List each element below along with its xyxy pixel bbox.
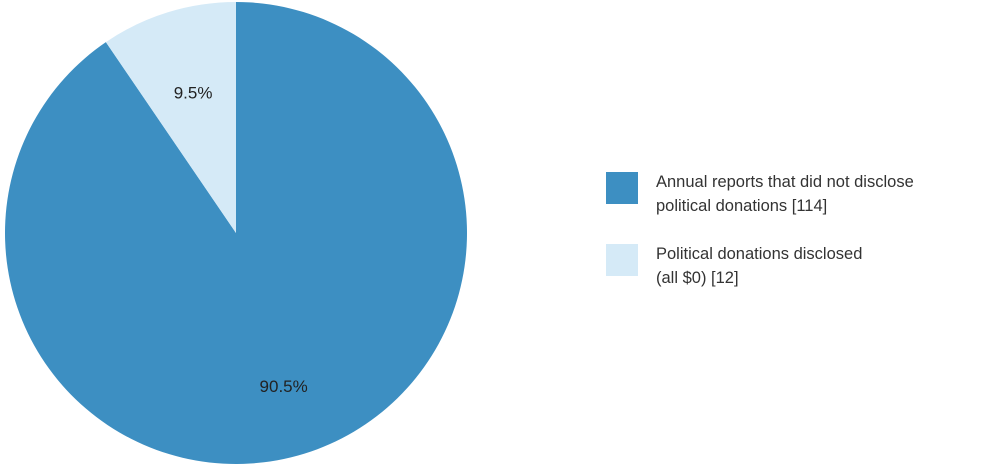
slice-label-not-disclosed: 90.5% — [260, 377, 308, 396]
legend-swatch-not-disclosed — [606, 172, 638, 204]
pie-slice-labels: 90.5% 9.5% — [174, 83, 308, 396]
legend-label-disclosed: Political donations disclosed (all $0) [… — [656, 242, 987, 290]
slice-label-disclosed: 9.5% — [174, 83, 213, 102]
legend-label-line: Annual reports that did not disclose — [656, 173, 914, 191]
pie-slice-disclosed — [105, 2, 236, 233]
legend-label-not-disclosed: Annual reports that did not disclose pol… — [656, 170, 987, 218]
legend-swatch-disclosed — [606, 244, 638, 276]
pie-slices — [4, 2, 467, 464]
legend-item-not-disclosed: Annual reports that did not disclose pol… — [606, 170, 987, 218]
legend-label-line: (all $0) [12] — [656, 269, 739, 287]
legend-item-disclosed: Political donations disclosed (all $0) [… — [606, 242, 987, 290]
legend-label-line: political donations [114] — [656, 197, 828, 215]
legend-label-line: Political donations disclosed — [656, 245, 863, 263]
chart-legend: Annual reports that did not disclose pol… — [606, 170, 987, 314]
